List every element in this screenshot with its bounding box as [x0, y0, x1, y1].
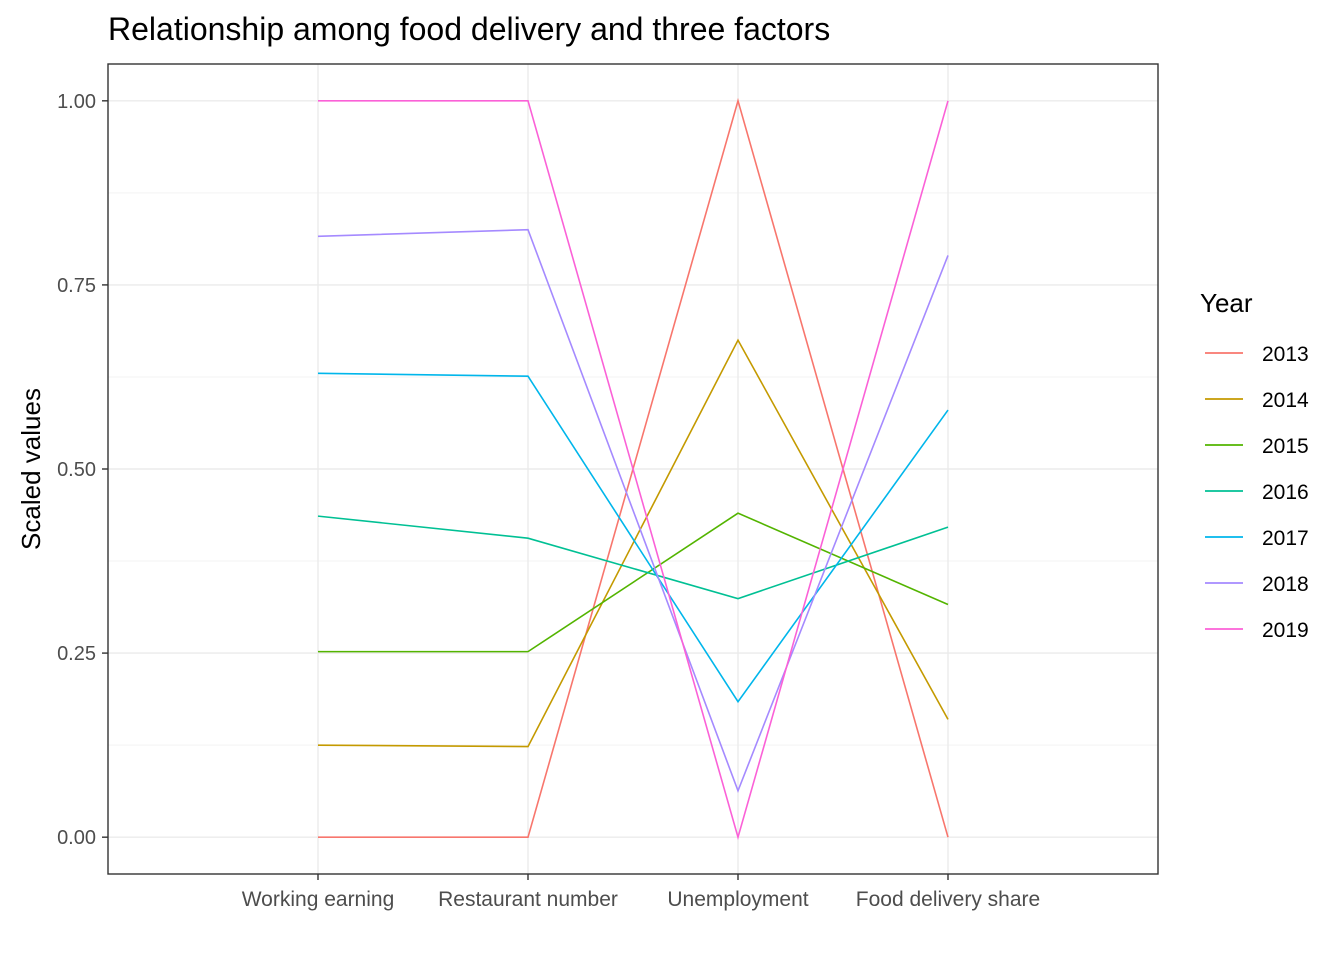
legend-label-2017: 2017 [1262, 527, 1309, 550]
legend-label-2018: 2018 [1262, 573, 1309, 596]
series-line-2019 [318, 100, 949, 841]
chart-title: Relationship among food delivery and thr… [108, 11, 830, 47]
series-line-2014 [317, 338, 949, 748]
legend-label-2016: 2016 [1262, 481, 1309, 504]
x-tick-label: Working earning [242, 888, 395, 911]
grid-lines [108, 64, 1158, 874]
legend-title: Year [1200, 288, 1253, 318]
legend-label-2013: 2013 [1262, 343, 1309, 366]
series-line-2016 [317, 515, 949, 600]
y-tick-label: 0.75 [57, 275, 96, 297]
x-tick-label: Food delivery share [856, 888, 1040, 911]
x-tick-label: Restaurant number [438, 888, 618, 911]
x-tick-label: Unemployment [667, 888, 808, 911]
y-axis-ticks: 0.00 0.25 0.50 0.75 1.00 [57, 91, 108, 849]
series-lines [317, 97, 949, 841]
legend-label-2014: 2014 [1262, 389, 1309, 412]
series-line-2018 [317, 228, 949, 794]
legend-items: 2013 2014 2015 2016 2017 2018 2019 [1205, 343, 1309, 642]
y-tick-label: 0.50 [57, 459, 96, 481]
y-tick-label: 0.25 [57, 643, 96, 665]
legend-label-2015: 2015 [1262, 435, 1309, 458]
y-tick-label: 1.00 [57, 91, 96, 113]
y-axis-label: Scaled values [16, 388, 46, 550]
series-line-2015 [318, 512, 949, 653]
series-line-2017 [317, 372, 949, 704]
x-axis-ticks: Working earning Restaurant number Unemploy… [242, 874, 1040, 911]
y-tick-label: 0.00 [57, 827, 96, 849]
legend: Year 2013 2014 2015 2016 2017 2018 2019 [1200, 288, 1309, 642]
legend-label-2019: 2019 [1262, 619, 1309, 642]
